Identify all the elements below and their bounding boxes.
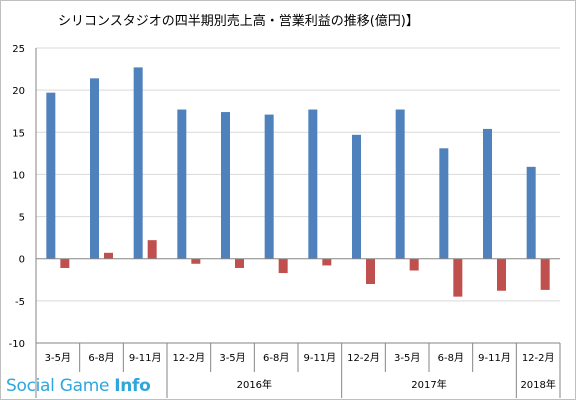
bar-series-2-4 bbox=[235, 258, 244, 268]
bar-series-1-6 bbox=[308, 109, 318, 259]
y-tick-label: 25 bbox=[12, 44, 25, 55]
bar-series-2-3 bbox=[191, 258, 201, 264]
bar-series-2-5 bbox=[278, 258, 288, 274]
bar-series-2-0 bbox=[60, 258, 70, 268]
y-tick-label: 15 bbox=[12, 128, 25, 139]
x-tick-label: 6-8月 bbox=[438, 352, 464, 364]
bar-series-2-10 bbox=[497, 258, 506, 291]
bar-series-2-7 bbox=[366, 258, 375, 284]
x-tick-label: 3-5月 bbox=[219, 352, 245, 364]
bar-series-2-9 bbox=[453, 258, 463, 297]
x-tick-label: 3-5月 bbox=[45, 352, 71, 364]
bar-series-2-1 bbox=[104, 252, 113, 259]
bar-series-2-11 bbox=[540, 258, 550, 290]
x-tick-label: 12-2月 bbox=[522, 352, 555, 364]
chart-title: シリコンスタジオの四半期別売上高・営業利益の推移(億円)】 bbox=[58, 14, 419, 29]
x-tick-label: 6-8月 bbox=[263, 352, 289, 364]
bar-series-1-3 bbox=[177, 109, 187, 259]
y-tick-label: -5 bbox=[15, 297, 25, 308]
group-label: 2016年 bbox=[237, 378, 272, 391]
bar-series-1-11 bbox=[526, 166, 536, 259]
bar-series-1-9 bbox=[439, 148, 449, 259]
group-label: 2017年 bbox=[411, 378, 446, 391]
y-tick-label: 20 bbox=[12, 86, 25, 97]
x-tick-label: 9-11月 bbox=[478, 352, 511, 364]
group-label: 2018年 bbox=[520, 378, 555, 391]
bar-series-1-7 bbox=[352, 134, 361, 259]
y-tick-label: 5 bbox=[19, 213, 25, 224]
bar-series-1-8 bbox=[395, 109, 405, 259]
bar-series-2-8 bbox=[409, 258, 419, 271]
bar-series-1-5 bbox=[264, 114, 274, 259]
y-tick-label: -10 bbox=[9, 339, 25, 350]
x-tick-label: 12-2月 bbox=[172, 352, 205, 364]
bar-series-1-1 bbox=[90, 78, 99, 259]
bar-series-2-6 bbox=[322, 258, 332, 266]
bar-series-1-2 bbox=[133, 67, 143, 259]
x-tick-label: 6-8月 bbox=[88, 352, 114, 364]
bar-series-2-2 bbox=[147, 240, 157, 259]
y-tick-label: 10 bbox=[12, 170, 25, 181]
bar-series-1-0 bbox=[46, 92, 56, 259]
x-tick-label: 9-11月 bbox=[303, 352, 336, 364]
bar-series-1-4 bbox=[221, 112, 230, 259]
x-tick-label: 9-11月 bbox=[129, 352, 162, 364]
x-tick-label: 3-5月 bbox=[394, 352, 420, 364]
social-game-info-logo: Social Game Info bbox=[6, 376, 151, 396]
y-tick-label: 0 bbox=[19, 255, 25, 266]
watermark-brand: Social Game bbox=[6, 376, 115, 396]
x-tick-label: 12-2月 bbox=[347, 352, 380, 364]
watermark-brand-bold: Info bbox=[114, 376, 151, 396]
bar-series-1-10 bbox=[483, 128, 492, 259]
